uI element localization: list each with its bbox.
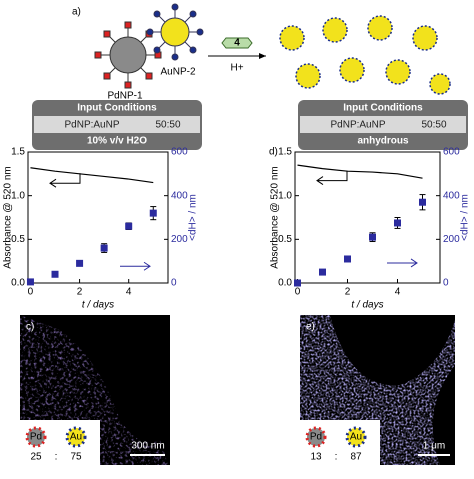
conditions-left: Input Conditions PdNP:AuNP 50:50 10% v/v… (32, 100, 202, 150)
y2-axis-label: <dH> / nm (460, 194, 471, 241)
micrograph-e: e) Pd Au 13 : 87 1 μm (300, 315, 455, 465)
au-label: Au (70, 432, 82, 443)
ratio: 13 (310, 452, 322, 463)
y-tick-label: 1.0 (11, 190, 25, 201)
axis-arrow (316, 170, 348, 186)
y-tick-label: 1.0 (278, 190, 292, 201)
aunp-label: AuNP-2 (160, 67, 195, 78)
y2-tick-label: 0 (171, 278, 177, 289)
y2-tick-label: 600 (171, 147, 188, 158)
panel-label: e) (306, 322, 315, 333)
plot-frame (27, 151, 169, 284)
marker (344, 255, 351, 263)
x-axis-label: t / days (82, 300, 114, 311)
marker (76, 259, 84, 267)
micrograph-c: c) Pd Au 25 : 75 300 nm (20, 315, 170, 465)
ratio: 75 (70, 452, 82, 463)
x-tick-label: 0 (295, 287, 301, 298)
y2-axis-label: <dH> / nm (188, 194, 199, 241)
linker-badge (221, 37, 253, 49)
y2-tick-label: 200 (171, 234, 188, 245)
panel-label: c) (26, 322, 34, 333)
y-tick-label: 0.5 (278, 234, 292, 245)
ratio: 87 (350, 452, 362, 463)
axis-arrow (387, 258, 418, 268)
y-axis-label: Absorbance @ 520 nm (3, 166, 14, 268)
catalyst-label: H+ (230, 63, 243, 74)
marker (149, 209, 157, 217)
x-tick-label: 4 (395, 287, 401, 298)
arrow-head (259, 53, 266, 59)
axis-arrow (49, 173, 81, 188)
pd-label: Pd (310, 432, 322, 443)
aggregate-icon (279, 15, 451, 95)
box-title: Input Conditions (77, 103, 157, 114)
solvent: anhydrous (357, 136, 409, 147)
au-label: Au (350, 432, 362, 443)
y-axis-label: Absorbance @ 520 nm (270, 166, 281, 268)
ratio-label: PdNP:AuNP (64, 120, 119, 131)
y2-tick-label: 400 (443, 190, 460, 201)
axis-arrow (120, 261, 151, 271)
y-tick-label: 0.0 (278, 278, 292, 289)
conditions-right: Input Conditions PdNP:AuNP 50:50 anhydro… (298, 100, 468, 150)
line (297, 164, 423, 179)
ratio: 50:50 (421, 120, 446, 131)
ratio: 25 (30, 452, 42, 463)
ratio-label: PdNP:AuNP (330, 120, 385, 131)
y-tick-label: 0.0 (11, 278, 25, 289)
marker (369, 233, 376, 241)
marker (125, 222, 133, 230)
pdnp-label: PdNP-1 (107, 91, 142, 102)
x-axis-label: t / days (351, 300, 383, 311)
plot-frame (294, 151, 441, 284)
y-tick-label: 0.5 (11, 234, 25, 245)
y2-tick-label: 200 (443, 234, 460, 245)
marker (394, 219, 401, 227)
scale-bar: 300 nm (131, 441, 164, 452)
x-tick-label: 2 (345, 287, 351, 298)
ratio: 50:50 (155, 120, 180, 131)
marker (294, 279, 301, 287)
panel-label: a) (72, 7, 81, 18)
panel-label: d) (269, 147, 278, 158)
marker (51, 270, 59, 278)
y-tick-label: 1.5 (11, 147, 25, 158)
pd-label: Pd (30, 432, 42, 443)
x-tick-label: 4 (126, 287, 132, 298)
marker (26, 278, 34, 286)
solvent: 10% v/v H2O (87, 136, 147, 147)
box-title: Input Conditions (343, 103, 423, 114)
marker (319, 268, 326, 276)
y2-tick-label: 600 (443, 147, 460, 158)
marker (100, 244, 108, 252)
y2-tick-label: 0 (443, 278, 449, 289)
scale-bar: 1 μm (423, 441, 445, 452)
x-tick-label: 2 (77, 287, 83, 298)
y2-tick-label: 400 (171, 190, 188, 201)
marker (419, 198, 426, 206)
y-tick-label: 1.5 (278, 147, 292, 158)
pdnp-icon (94, 21, 162, 89)
linker-label: 4 (234, 38, 240, 49)
aunp-icon (146, 3, 204, 61)
x-tick-label: 0 (28, 287, 34, 298)
ratio-sep: : (55, 452, 58, 463)
ratio-sep: : (335, 452, 338, 463)
line (30, 167, 154, 184)
